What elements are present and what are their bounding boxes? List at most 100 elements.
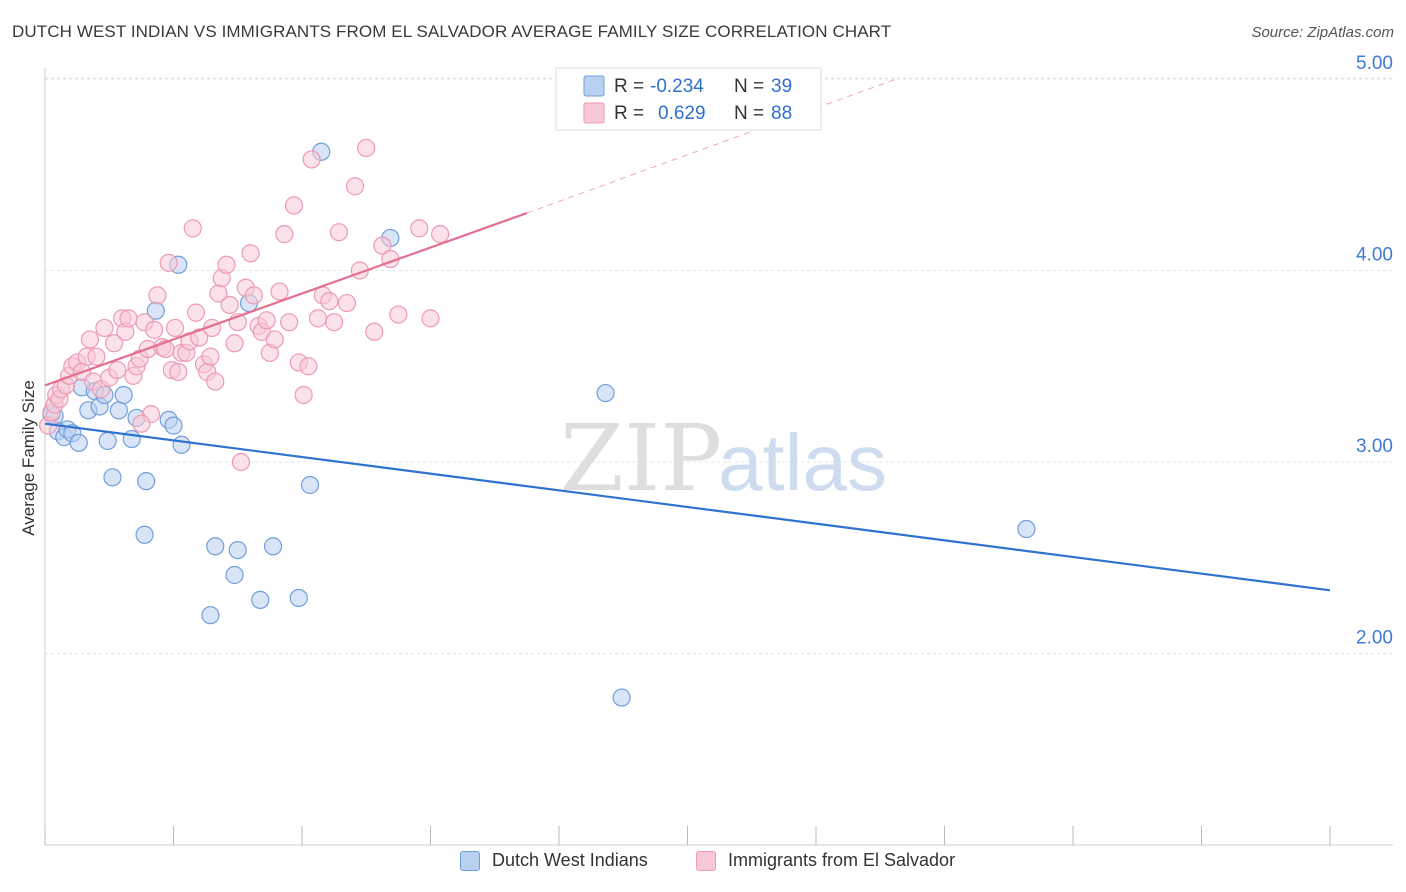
point-s1-29 [145,320,164,339]
point-s1-19 [108,360,127,380]
legend-r-label-0: R = [614,76,644,97]
watermark-zip: ZIP [560,405,722,512]
trend-lines [44,78,1331,592]
point-s0-12 [98,431,117,451]
scatter-chart: ZIP atlas 2.003.004.005.00 0.0%80.0% Ave… [19,53,1393,846]
y-tick-label-0: 2.00 [1356,628,1393,649]
legend-swatch-pink [696,850,716,871]
y-tick-label-3: 5.00 [1356,53,1393,74]
point-s1-64 [280,313,299,332]
point-s1-35 [166,318,185,338]
point-s0-37 [612,688,631,707]
grid-lines [45,77,1393,654]
point-s1-87 [132,414,151,433]
point-s1-18 [104,334,124,353]
point-s0-24 [172,435,191,454]
y-axis-label: Average Family Size [19,380,38,536]
legend-item-dutch-west-indians: Dutch West Indians [460,850,648,871]
point-s1-82 [389,305,408,324]
watermark-atlas: atlas [718,418,887,507]
point-s1-73 [325,313,344,332]
axes [44,68,1393,846]
point-s1-40 [183,219,202,238]
point-s0-38 [1017,519,1036,539]
point-s1-67 [294,385,313,405]
point-s0-22 [164,416,183,435]
point-s0-32 [289,588,308,608]
legend-top: R = -0.234 N = 39 R = 0.629 N = 88 [555,67,822,131]
point-s1-49 [217,255,236,274]
point-s0-33 [300,475,320,495]
legend-n-label-0: N = [734,76,764,97]
point-s1-86 [201,347,220,366]
point-s1-22 [119,309,138,328]
legend-swatch-blue [460,850,480,871]
legend-n-value-0: 39 [771,76,792,97]
point-s1-41 [186,303,206,322]
point-s0-6 [69,433,88,452]
point-s1-53 [231,452,251,472]
point-s1-33 [159,253,178,272]
legend-item-el-salvador: Immigrants from El Salvador [696,850,955,871]
point-s1-80 [373,236,392,255]
point-s0-31 [263,537,283,556]
trend-line-1 [44,212,528,387]
point-s1-63 [275,225,294,244]
legend-r-value-0: -0.234 [650,76,704,97]
y-tick-label-2: 4.00 [1356,245,1393,266]
point-s1-83 [410,219,429,238]
trend-line-0 [44,422,1331,592]
point-s1-74 [329,223,349,242]
legend-n-label-1: N = [734,103,764,124]
legend-r-label-1: R = [614,103,644,124]
point-s0-18 [135,525,154,544]
point-s0-14 [109,401,128,420]
chart-source: Source: ZipAtlas.com [1251,24,1394,41]
point-s1-56 [244,286,263,305]
y-tick-labels: 2.00 3.00 4.00 5.00 [1356,53,1393,649]
point-s1-69 [302,150,321,169]
point-s0-36 [596,383,615,403]
point-s0-26 [206,537,225,556]
point-s1-78 [357,138,376,158]
point-s1-61 [265,330,284,349]
point-s1-36 [169,362,188,382]
point-s1-46 [206,372,225,391]
point-s1-72 [320,292,339,311]
point-s1-12 [80,330,100,349]
legend-label-dutch-west-indians: Dutch West Indians [492,850,648,870]
point-s1-70 [308,309,328,328]
legend-n-value-1: 88 [771,103,792,124]
point-s1-84 [421,309,440,328]
point-s1-76 [345,177,365,196]
point-s0-19 [137,472,156,491]
point-s1-62 [270,282,289,301]
legend-r-value-1: 0.629 [658,103,706,124]
point-s1-51 [225,334,244,353]
point-s0-27 [225,565,244,585]
point-s0-13 [103,468,122,487]
point-s0-25 [201,606,220,625]
point-s1-65 [284,196,304,215]
point-s1-16 [95,318,114,338]
chart-title: DUTCH WEST INDIAN VS IMMIGRANTS FROM EL … [12,22,892,41]
legend-bottom: Dutch West Indians Immigrants from El Sa… [0,850,1406,880]
point-s1-50 [220,295,239,315]
point-s1-75 [337,293,357,313]
point-s1-42 [190,328,209,347]
point-s0-15 [114,385,133,405]
legend-pink-swatch [583,102,605,124]
point-s1-68 [299,357,318,376]
point-s1-55 [241,244,260,263]
point-s0-28 [228,540,247,560]
point-s1-85 [431,225,450,244]
legend-blue-swatch [583,75,605,97]
point-s1-59 [257,311,276,330]
series-immigrants-el-salvador [39,138,450,472]
point-s1-79 [365,322,384,341]
watermark: ZIP atlas [560,405,887,512]
point-s0-30 [251,590,270,609]
y-tick-label-1: 3.00 [1356,436,1393,457]
point-s1-30 [148,286,167,305]
series-dutch-west-indians [42,142,1036,707]
